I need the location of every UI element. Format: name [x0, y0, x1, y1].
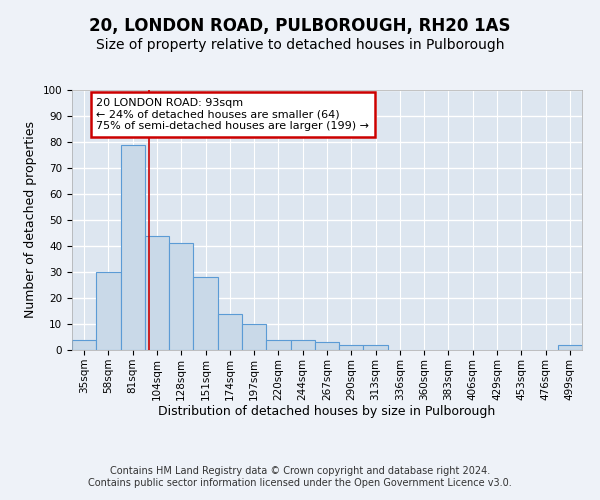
Bar: [339, 345, 364, 350]
Bar: [242, 324, 266, 350]
Text: Contains HM Land Registry data © Crown copyright and database right 2024.
Contai: Contains HM Land Registry data © Crown c…: [88, 466, 512, 487]
Text: 20 LONDON ROAD: 93sqm
← 24% of detached houses are smaller (64)
75% of semi-deta: 20 LONDON ROAD: 93sqm ← 24% of detached …: [96, 98, 369, 131]
Bar: [558, 345, 582, 350]
Bar: [169, 244, 193, 350]
Text: Size of property relative to detached houses in Pulborough: Size of property relative to detached ho…: [96, 38, 504, 52]
X-axis label: Distribution of detached houses by size in Pulborough: Distribution of detached houses by size …: [158, 406, 496, 418]
Bar: [364, 345, 388, 350]
Bar: [218, 314, 242, 350]
Bar: [121, 144, 145, 350]
Bar: [72, 340, 96, 350]
Bar: [145, 236, 169, 350]
Bar: [193, 277, 218, 350]
Text: 20, LONDON ROAD, PULBOROUGH, RH20 1AS: 20, LONDON ROAD, PULBOROUGH, RH20 1AS: [89, 18, 511, 36]
Bar: [96, 272, 121, 350]
Bar: [315, 342, 339, 350]
Bar: [266, 340, 290, 350]
Bar: [290, 340, 315, 350]
Y-axis label: Number of detached properties: Number of detached properties: [24, 122, 37, 318]
